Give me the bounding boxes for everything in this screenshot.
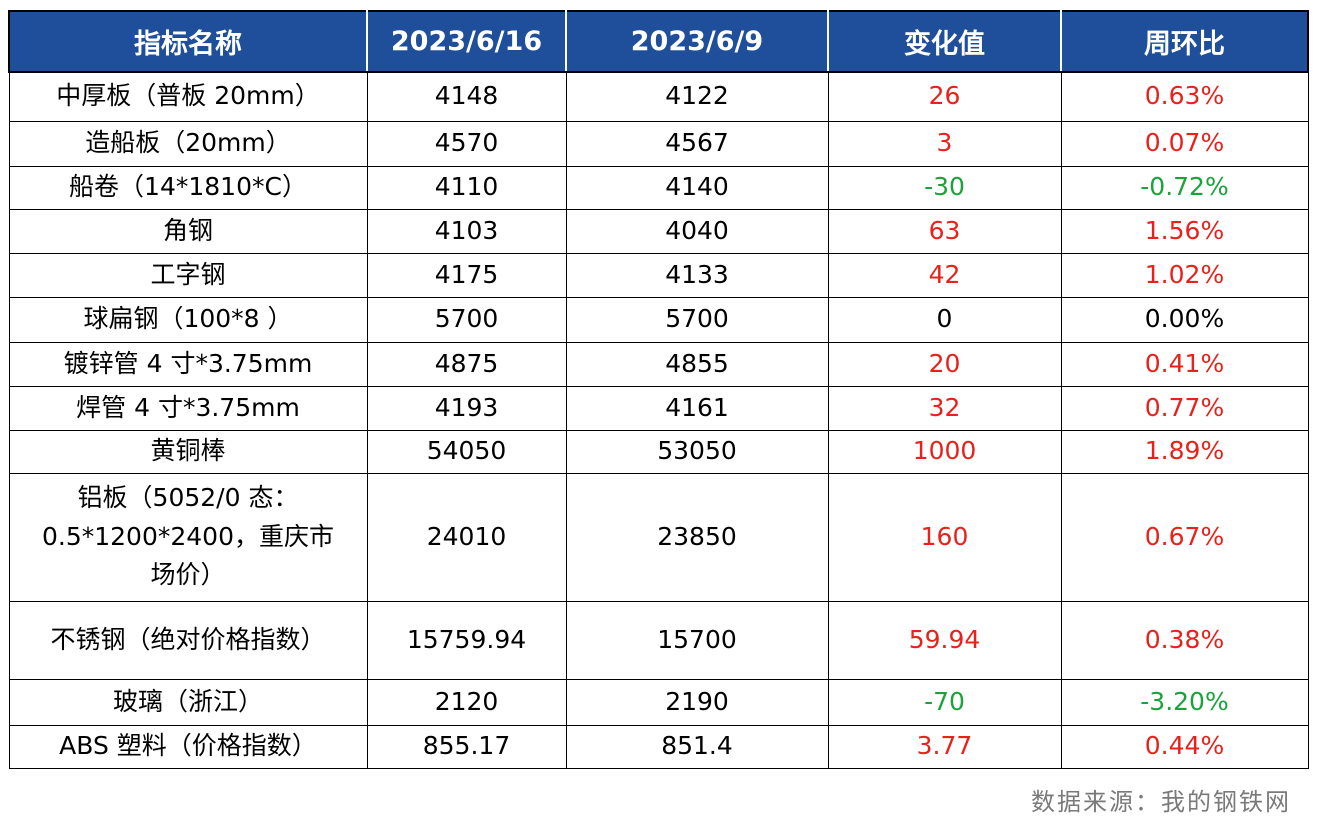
indicator-name-cell: 造船板（20mm） xyxy=(8,120,368,167)
wow-percent-cell: 0.00% xyxy=(1060,296,1309,343)
current-value-cell: 5700 xyxy=(366,296,567,343)
current-value-cell: 4110 xyxy=(366,165,567,210)
change-value-cell: -70 xyxy=(827,678,1062,726)
table-row: 不锈钢（绝对价格指数） 15759.94 15700 59.94 0.38% xyxy=(8,600,1309,680)
change-value-cell: 1000 xyxy=(827,429,1062,474)
previous-value-cell: 5700 xyxy=(565,296,829,343)
current-value-cell: 4175 xyxy=(366,252,567,298)
wow-percent-cell: 1.02% xyxy=(1060,252,1309,298)
current-value-cell: 54050 xyxy=(366,429,567,474)
indicator-name-cell: 角钢 xyxy=(8,208,368,254)
current-value-cell: 2120 xyxy=(366,678,567,726)
table-row: 黄铜棒 54050 53050 1000 1.89% xyxy=(8,429,1309,474)
wow-percent-cell: 0.44% xyxy=(1060,724,1309,769)
previous-value-cell: 4567 xyxy=(565,120,829,167)
header-indicator: 指标名称 xyxy=(8,10,368,73)
wow-percent-cell: 0.07% xyxy=(1060,120,1309,167)
previous-value-cell: 851.4 xyxy=(565,724,829,769)
table-row: 中厚板（普板 20mm） 4148 4122 26 0.63% xyxy=(8,71,1309,122)
previous-value-cell: 2190 xyxy=(565,678,829,726)
wow-percent-cell: 0.38% xyxy=(1060,600,1309,680)
table-row: 铝板（5052/0 态： 0.5*1200*2400，重庆市 场价） 24010 2… xyxy=(8,472,1309,602)
header-row: 指标名称 2023/6/16 2023/6/9 变化值 周环比 xyxy=(8,10,1309,73)
indicator-name-cell: 镀锌管 4 寸*3.75mm xyxy=(8,341,368,387)
indicator-name-cell: 不锈钢（绝对价格指数） xyxy=(8,600,368,680)
indicator-name-cell: 船卷（14*1810*C） xyxy=(8,165,368,210)
table-row: 角钢 4103 4040 63 1.56% xyxy=(8,208,1309,254)
wow-percent-cell: 1.89% xyxy=(1060,429,1309,474)
table-row: ABS 塑料（价格指数） 855.17 851.4 3.77 0.44% xyxy=(8,724,1309,769)
previous-value-cell: 4855 xyxy=(565,341,829,387)
change-value-cell: 3 xyxy=(827,120,1062,167)
change-value-cell: 26 xyxy=(827,71,1062,122)
table-row: 焊管 4 寸*3.75mm 4193 4161 32 0.77% xyxy=(8,385,1309,431)
previous-value-cell: 4161 xyxy=(565,385,829,431)
current-value-cell: 855.17 xyxy=(366,724,567,769)
header-previous-date: 2023/6/9 xyxy=(565,10,829,73)
previous-value-cell: 4133 xyxy=(565,252,829,298)
wow-percent-cell: -0.72% xyxy=(1060,165,1309,210)
table-row: 玻璃（浙江） 2120 2190 -70 -3.20% xyxy=(8,678,1309,726)
current-value-cell: 15759.94 xyxy=(366,600,567,680)
indicator-name-cell: 铝板（5052/0 态： 0.5*1200*2400，重庆市 场价） xyxy=(8,472,368,602)
header-change: 变化值 xyxy=(827,10,1062,73)
current-value-cell: 4875 xyxy=(366,341,567,387)
indicator-name-cell: ABS 塑料（价格指数） xyxy=(8,724,368,769)
table-row: 镀锌管 4 寸*3.75mm 4875 4855 20 0.41% xyxy=(8,341,1309,387)
current-value-cell: 4148 xyxy=(366,71,567,122)
previous-value-cell: 53050 xyxy=(565,429,829,474)
wow-percent-cell: 1.56% xyxy=(1060,208,1309,254)
indicator-name-cell: 玻璃（浙江） xyxy=(8,678,368,726)
previous-value-cell: 23850 xyxy=(565,472,829,602)
indicator-name-cell: 黄铜棒 xyxy=(8,429,368,474)
previous-value-cell: 15700 xyxy=(565,600,829,680)
indicator-name-cell: 中厚板（普板 20mm） xyxy=(8,71,368,122)
wow-percent-cell: 0.77% xyxy=(1060,385,1309,431)
change-value-cell: 42 xyxy=(827,252,1062,298)
previous-value-cell: 4140 xyxy=(565,165,829,210)
header-wow: 周环比 xyxy=(1060,10,1309,73)
table-row: 造船板（20mm） 4570 4567 3 0.07% xyxy=(8,120,1309,167)
indicator-name-cell: 球扁钢（100*8 ） xyxy=(8,296,368,343)
change-value-cell: 0 xyxy=(827,296,1062,343)
current-value-cell: 4103 xyxy=(366,208,567,254)
current-value-cell: 24010 xyxy=(366,472,567,602)
current-value-cell: 4570 xyxy=(366,120,567,167)
wow-percent-cell: 0.41% xyxy=(1060,341,1309,387)
change-value-cell: 160 xyxy=(827,472,1062,602)
change-value-cell: 32 xyxy=(827,385,1062,431)
indicator-name-cell: 焊管 4 寸*3.75mm xyxy=(8,385,368,431)
change-value-cell: -30 xyxy=(827,165,1062,210)
change-value-cell: 20 xyxy=(827,341,1062,387)
current-value-cell: 4193 xyxy=(366,385,567,431)
change-value-cell: 63 xyxy=(827,208,1062,254)
indicator-name-cell: 工字钢 xyxy=(8,252,368,298)
wow-percent-cell: 0.67% xyxy=(1060,472,1309,602)
table-row: 工字钢 4175 4133 42 1.02% xyxy=(8,252,1309,298)
data-source-note: 数据来源：我的钢铁网 xyxy=(1031,788,1291,816)
header-current-date: 2023/6/16 xyxy=(366,10,567,73)
price-table: 指标名称 2023/6/16 2023/6/9 变化值 周环比 中厚板（普板 2… xyxy=(8,10,1309,769)
table-row: 球扁钢（100*8 ） 5700 5700 0 0.00% xyxy=(8,296,1309,343)
change-value-cell: 3.77 xyxy=(827,724,1062,769)
table-row: 船卷（14*1810*C） 4110 4140 -30 -0.72% xyxy=(8,165,1309,210)
wow-percent-cell: -3.20% xyxy=(1060,678,1309,726)
change-value-cell: 59.94 xyxy=(827,600,1062,680)
wow-percent-cell: 0.63% xyxy=(1060,71,1309,122)
previous-value-cell: 4122 xyxy=(565,71,829,122)
previous-value-cell: 4040 xyxy=(565,208,829,254)
